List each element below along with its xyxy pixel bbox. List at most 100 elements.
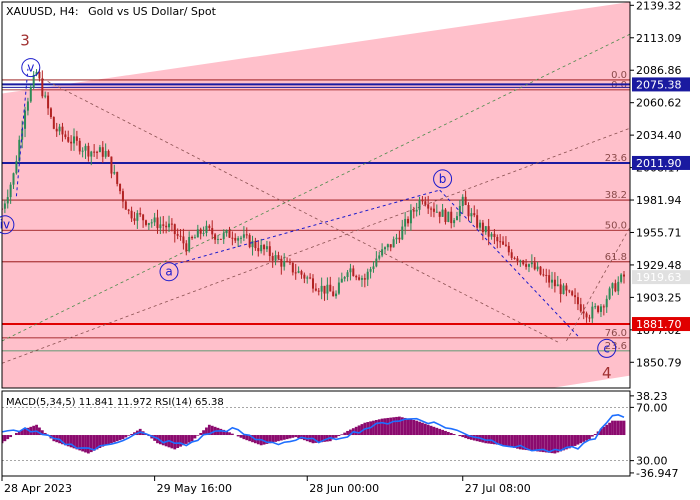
macd-bar [599,428,603,436]
candle-body [113,172,116,174]
macd-bar [441,429,444,436]
macd-bar [432,426,436,436]
candle-body [75,136,78,141]
wave-label-b: b [439,172,447,186]
macd-bar [317,435,321,443]
candle-body [312,278,314,289]
candle-body [464,196,467,206]
candle-body [240,237,243,239]
macd-bar [541,435,545,453]
macd-bar [294,435,298,438]
macd-bar [265,435,269,444]
candle-body [202,232,205,234]
macd-bar [504,435,508,446]
macd-bar [518,435,522,450]
candle-body [18,139,21,162]
macd-bar [236,435,240,437]
candle-body [533,262,536,270]
macd-bar [573,435,577,446]
macd-bar [69,435,73,448]
macd-bar [418,421,421,436]
candle-body [168,223,171,228]
candle-body [502,241,505,245]
macd-bar [20,429,24,436]
candle-body [87,145,90,157]
macd-bar [354,426,358,436]
macd-bar [423,423,427,436]
candle-body [242,234,245,238]
macd-bar [320,435,324,443]
candle-body [228,230,231,238]
fib-label: 76.0 [605,328,627,339]
dashed-trendline [2,127,630,364]
macd-bar [452,434,456,436]
candle-body [585,313,588,318]
macd-bar [230,433,234,436]
candle-body [98,147,101,153]
macd-bar [101,435,105,447]
y-tick-label: 1981.94 [636,194,682,207]
macd-bar [559,435,563,452]
macd-bar [421,422,424,436]
macd-bar [383,418,387,436]
macd-bar [285,435,289,440]
candle-body [3,203,6,209]
macd-bar [550,435,554,454]
chart-symbol: XAUUSD, H4: [6,5,79,18]
candle-body [303,274,306,279]
macd-bar [340,434,344,436]
macd-bar [210,425,214,436]
candle-body [32,74,35,88]
candle-body [525,264,528,267]
candle-body [427,204,430,209]
macd-bar [377,419,381,436]
macd-bar [63,435,67,446]
candle-body [55,128,58,132]
candle-body [263,245,266,250]
candle-body [205,225,208,233]
candle-body [548,275,551,283]
candle-body [383,247,386,250]
wave-paths [15,68,579,337]
macd-bar [78,435,82,451]
candle-body [467,205,470,217]
candle-body [288,261,291,263]
candle-body [144,220,147,225]
macd-bar [219,428,223,436]
dashed-trendline [2,33,630,342]
macd-bar [469,435,473,440]
macd-bar [530,435,534,451]
candle-body [251,240,254,248]
macd-bar [585,435,588,441]
candle-body [237,238,240,241]
macd-bar [291,435,295,438]
macd-bar [346,430,349,436]
candle-body [522,260,525,265]
macd-y-tick-label: -36.947 [636,467,678,480]
candle-body [78,140,81,152]
macd-bar [570,435,574,448]
macd-bar [9,435,13,438]
candle-body [340,278,343,283]
macd-bar [173,435,177,450]
macd-bar [262,435,266,445]
macd-bar [104,435,108,446]
candle-body [291,262,294,273]
candle-body [277,255,280,259]
macd-bar [415,420,419,436]
macd-bar [588,435,591,440]
candle-body [551,279,554,283]
candle-body [412,210,415,212]
macd-bar [493,435,496,445]
macd-bar [98,435,102,448]
candle-body [245,234,248,236]
macd-bar [556,435,560,453]
candle-body [147,223,150,225]
level-lines [2,83,630,326]
macd-y-tick-label: 38.23 [636,390,668,403]
chart-description: Gold vs US Dollar/ Spot [88,5,217,18]
macd-bar [202,430,205,436]
wave-label-4: 4 [602,364,612,382]
y-tick-label: 2034.40 [636,129,682,142]
candle-body [516,258,519,261]
